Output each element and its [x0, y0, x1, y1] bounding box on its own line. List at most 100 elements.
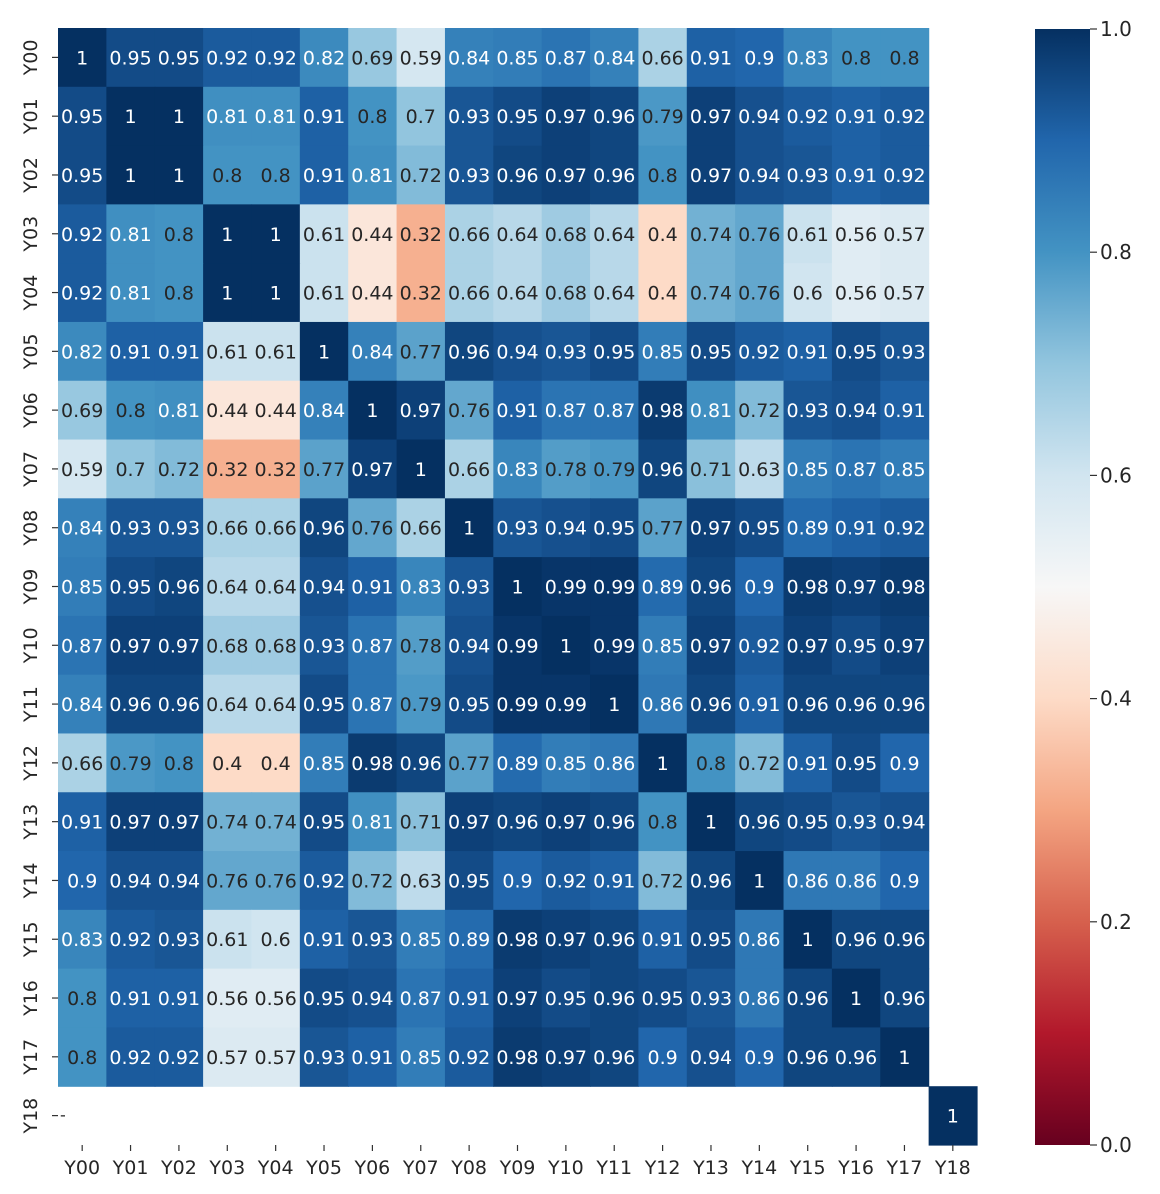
cell-annotation: 0.57: [206, 1047, 248, 1069]
heatmap-cell: [493, 321, 543, 382]
heatmap-cell: [541, 86, 591, 147]
heatmap-cell: [493, 615, 543, 676]
cell-annotation: 0.95: [593, 341, 635, 363]
heatmap-cell: [735, 615, 785, 676]
heatmap-cell: [686, 968, 736, 1029]
cell-annotation: 0.9: [744, 577, 774, 599]
cell-annotation: 0.8: [648, 165, 678, 187]
cell-annotation: 0.8: [889, 47, 919, 69]
heatmap-cell: [106, 968, 156, 1029]
cell-annotation: 0.4: [648, 283, 678, 305]
cell-annotation: 1: [850, 988, 862, 1010]
y-tick-label: Y04: [20, 275, 42, 312]
y-tick-label: Y07: [20, 451, 42, 488]
heatmap-cell: [348, 28, 398, 88]
heatmap-cell: [541, 733, 591, 793]
heatmap-cell: [396, 145, 446, 205]
cell-annotation: 0.91: [109, 341, 151, 363]
heatmap-cell: [880, 204, 930, 264]
cell-annotation: 0.98: [787, 577, 829, 599]
heatmap-cell: [299, 145, 349, 205]
heatmap-cell: [590, 145, 640, 205]
cell-annotation: 0.8: [841, 47, 871, 69]
heatmap-cell: [203, 28, 253, 88]
cell-annotation: 1: [705, 812, 717, 834]
cell-annotation: 0.99: [545, 577, 587, 599]
cell-annotation: 0.72: [158, 459, 200, 481]
cell-annotation: 0.84: [448, 47, 490, 69]
heatmap-cell: [880, 851, 930, 911]
heatmap-cell: [686, 909, 736, 970]
heatmap-cell: [444, 968, 494, 1029]
cell-annotation: 0.97: [109, 812, 151, 834]
heatmap-cell: [251, 263, 301, 323]
heatmap-cell: [831, 321, 881, 382]
heatmap-cell: [154, 733, 204, 793]
heatmap-cell: [299, 557, 349, 617]
heatmap-cell: [638, 145, 688, 205]
heatmap-cell: [831, 968, 881, 1029]
cell-annotation: 0.97: [690, 635, 732, 657]
x-tick-label: Y08: [450, 1157, 487, 1179]
cell-annotation: 0.95: [303, 988, 345, 1010]
heatmap-cell: [444, 439, 494, 499]
cell-annotation: 0.89: [448, 929, 490, 951]
cell-annotation: 0.64: [496, 224, 538, 246]
heatmap-cell: [299, 792, 349, 852]
cell-annotation: 0.95: [738, 518, 780, 540]
cell-annotation: 0.93: [496, 518, 538, 540]
heatmap-cell: [493, 792, 543, 852]
heatmap-cell: [735, 968, 785, 1029]
cell-annotation: 1: [76, 47, 88, 69]
cell-annotation: 0.96: [158, 694, 200, 716]
heatmap-cell: [831, 86, 881, 147]
heatmap-cell: [106, 498, 156, 558]
heatmap-cell: [686, 86, 736, 147]
cell-annotation: 0.92: [109, 929, 151, 951]
y-tick-label: Y17: [20, 1039, 42, 1076]
cell-annotation: 0.96: [835, 929, 877, 951]
cell-annotation: 0.95: [593, 518, 635, 540]
heatmap-cell: [348, 792, 398, 852]
heatmap-cell: [831, 439, 881, 499]
cell-annotation: 0.32: [206, 459, 248, 481]
heatmap-cell: [154, 86, 204, 147]
cell-annotation: 0.92: [883, 106, 925, 128]
cell-annotation: 0.97: [158, 635, 200, 657]
heatmap-cell: [735, 380, 785, 441]
x-tick-label: Y02: [160, 1157, 197, 1179]
heatmap-cell: [106, 204, 156, 264]
heatmap-cell: [203, 145, 253, 205]
cell-annotation: 0.95: [303, 812, 345, 834]
cell-annotation: 0.97: [787, 635, 829, 657]
cell-annotation: 1: [802, 929, 814, 951]
heatmap-cell: [251, 28, 301, 88]
heatmap-cell: [444, 733, 494, 793]
heatmap-cell: [590, 557, 640, 617]
cell-annotation: 0.83: [61, 929, 103, 951]
heatmap-cell: [638, 674, 688, 735]
cell-annotation: 0.93: [883, 341, 925, 363]
heatmap-cell: [541, 498, 591, 558]
heatmap-cell: [154, 145, 204, 205]
heatmap-cell: [58, 204, 107, 264]
cell-annotation: 0.69: [351, 47, 393, 69]
heatmap-cell: [783, 28, 833, 88]
heatmap-cell: [928, 1086, 978, 1146]
heatmap-cell: [686, 851, 736, 911]
heatmap-cell: [203, 439, 253, 499]
cell-annotation: 0.99: [496, 635, 538, 657]
heatmap-cell: [590, 1027, 640, 1087]
cell-annotation: 0.64: [206, 694, 248, 716]
heatmap-cell: [638, 968, 688, 1029]
x-tick-label: Y06: [353, 1157, 390, 1179]
cell-annotation: 0.85: [641, 341, 683, 363]
y-tick-label: Y14: [20, 863, 42, 900]
heatmap-cell: [880, 263, 930, 323]
cell-annotation: 0.92: [787, 106, 829, 128]
heatmap-cell: [106, 28, 156, 88]
heatmap-cell: [493, 86, 543, 147]
y-tick-label: Y12: [20, 745, 42, 782]
cell-annotation: 0.59: [61, 459, 103, 481]
